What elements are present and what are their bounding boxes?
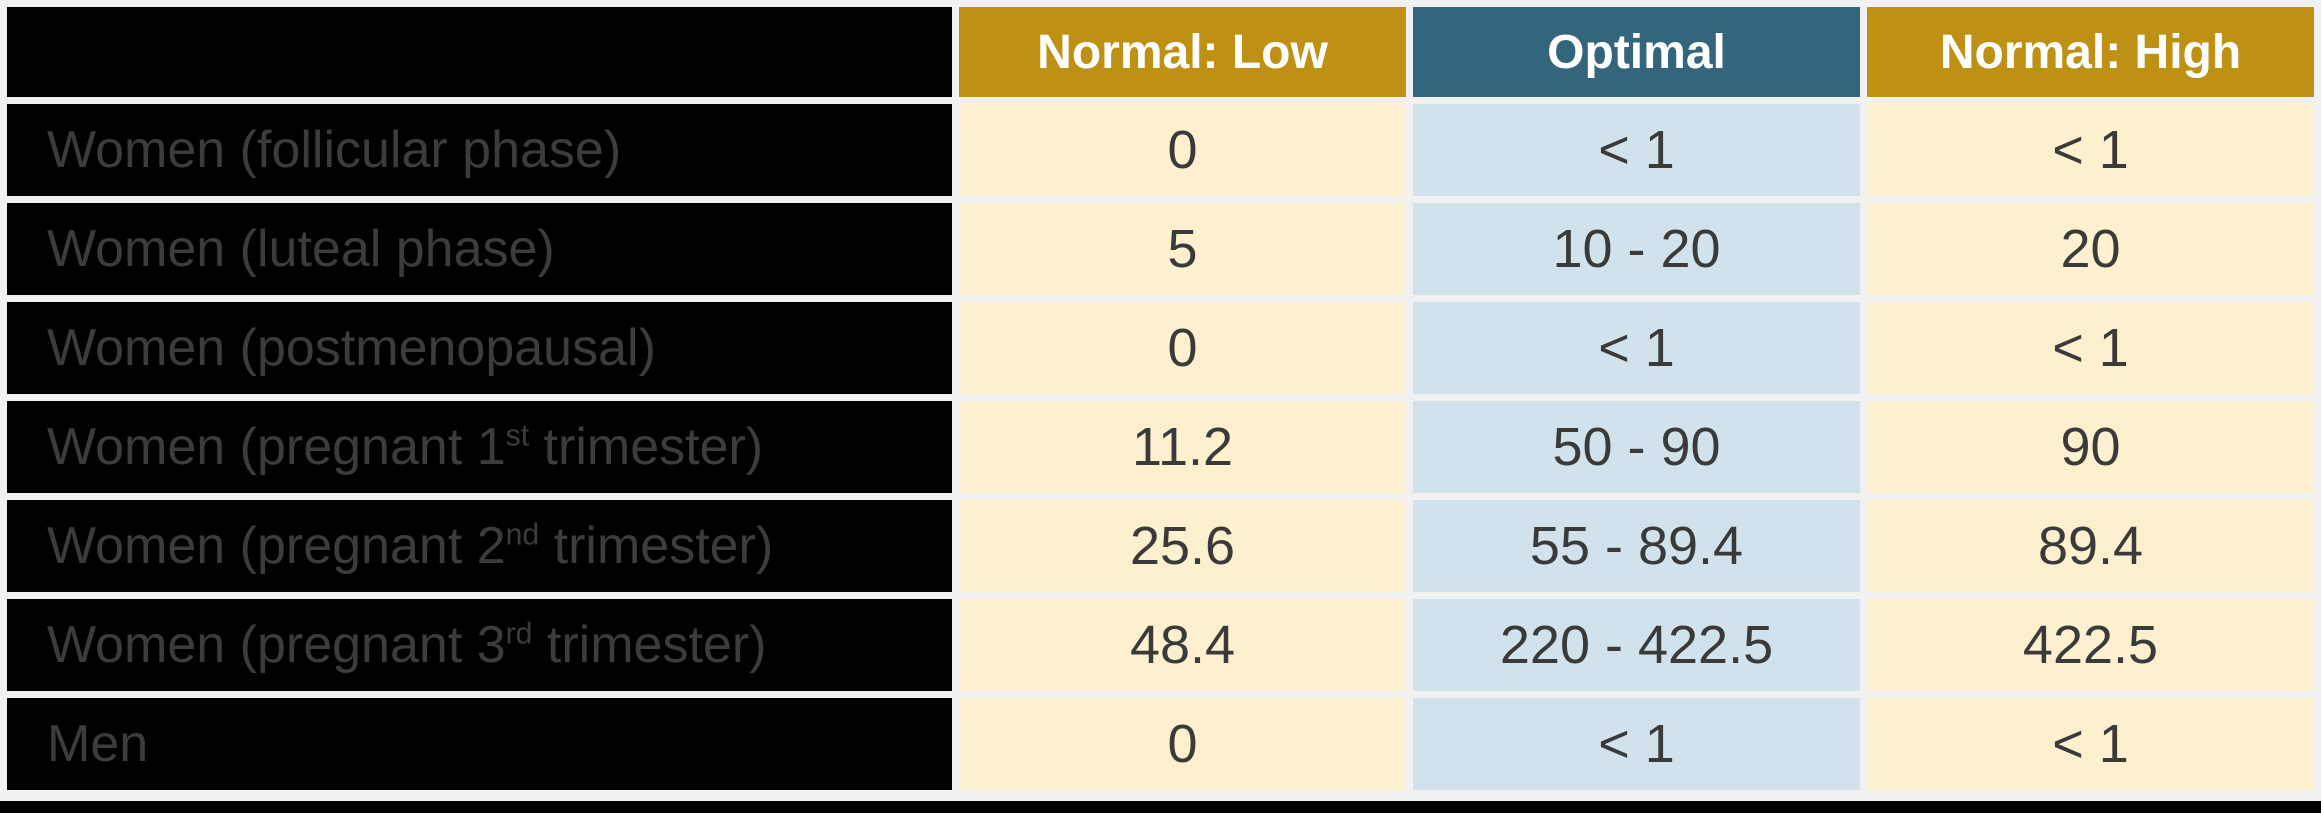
value-normal-low: 11.2 [959, 401, 1406, 493]
col-header-optimal: Optimal [1413, 7, 1860, 97]
row-label: Women (pregnant 2nd trimester) [7, 500, 952, 592]
table-row: Women (luteal phase) 5 10 - 20 20 [7, 203, 2314, 295]
value-optimal: 220 - 422.5 [1413, 599, 1860, 691]
row-label-text: Women (pregnant 3 [47, 616, 506, 674]
row-label: Women (luteal phase) [7, 203, 952, 295]
value-optimal: 50 - 90 [1413, 401, 1860, 493]
value-normal-low: 0 [959, 302, 1406, 394]
value-normal-low: 5 [959, 203, 1406, 295]
row-label-text: Women (pregnant 1 [47, 418, 506, 476]
value-optimal: < 1 [1413, 698, 1860, 790]
table-row: Women (pregnant 1st trimester) 11.2 50 - 9… [7, 401, 2314, 493]
table-row: Women (pregnant 2nd trimester) 25.6 55 - 8… [7, 500, 2314, 592]
row-label-text: trimester) [532, 616, 767, 674]
value-normal-low: 0 [959, 698, 1406, 790]
row-label: Women (follicular phase) [7, 104, 952, 196]
value-normal-low: 48.4 [959, 599, 1406, 691]
bottom-divider [0, 801, 2321, 813]
row-label: Women (pregnant 3rd trimester) [7, 599, 952, 691]
row-label: Women (postmenopausal) [7, 302, 952, 394]
value-optimal: 10 - 20 [1413, 203, 1860, 295]
ordinal-suffix: nd [505, 518, 540, 552]
value-normal-high: < 1 [1867, 302, 2314, 394]
table-row: Women (pregnant 3rd trimester) 48.4 220 - … [7, 599, 2314, 691]
value-normal-high: 89.4 [1867, 500, 2314, 592]
value-normal-high: < 1 [1867, 104, 2314, 196]
value-optimal: < 1 [1413, 104, 1860, 196]
ordinal-suffix: rd [505, 617, 533, 651]
row-label-text: Women (follicular phase) [47, 121, 622, 179]
row-label-text: Women (postmenopausal) [47, 319, 656, 377]
value-normal-high: < 1 [1867, 698, 2314, 790]
row-label: Men [7, 698, 952, 790]
row-label-text: trimester) [539, 517, 774, 575]
value-normal-low: 0 [959, 104, 1406, 196]
value-normal-low: 25.6 [959, 500, 1406, 592]
table-header: Normal: Low Optimal Normal: High [7, 7, 2314, 97]
value-optimal: 55 - 89.4 [1413, 500, 1860, 592]
corner-cell [7, 7, 952, 97]
ordinal-suffix: st [505, 419, 530, 453]
table-body: Women (follicular phase) 0 < 1 < 1 Women (lu… [7, 104, 2314, 790]
row-label-text: Men [47, 715, 149, 773]
row-label-text: Women (pregnant 2 [47, 517, 506, 575]
header-row: Normal: Low Optimal Normal: High [7, 7, 2314, 97]
table-row: Women (postmenopausal) 0 < 1 < 1 [7, 302, 2314, 394]
row-label: Women (pregnant 1st trimester) [7, 401, 952, 493]
table-row: Women (follicular phase) 0 < 1 < 1 [7, 104, 2314, 196]
value-normal-high: 20 [1867, 203, 2314, 295]
col-header-normal-low: Normal: Low [959, 7, 1406, 97]
value-normal-high: 422.5 [1867, 599, 2314, 691]
row-label-text: Women (luteal phase) [47, 220, 555, 278]
value-normal-high: 90 [1867, 401, 2314, 493]
row-label-text: trimester) [529, 418, 764, 476]
table-row: Men 0 < 1 < 1 [7, 698, 2314, 790]
col-header-normal-high: Normal: High [1867, 7, 2314, 97]
value-optimal: < 1 [1413, 302, 1860, 394]
